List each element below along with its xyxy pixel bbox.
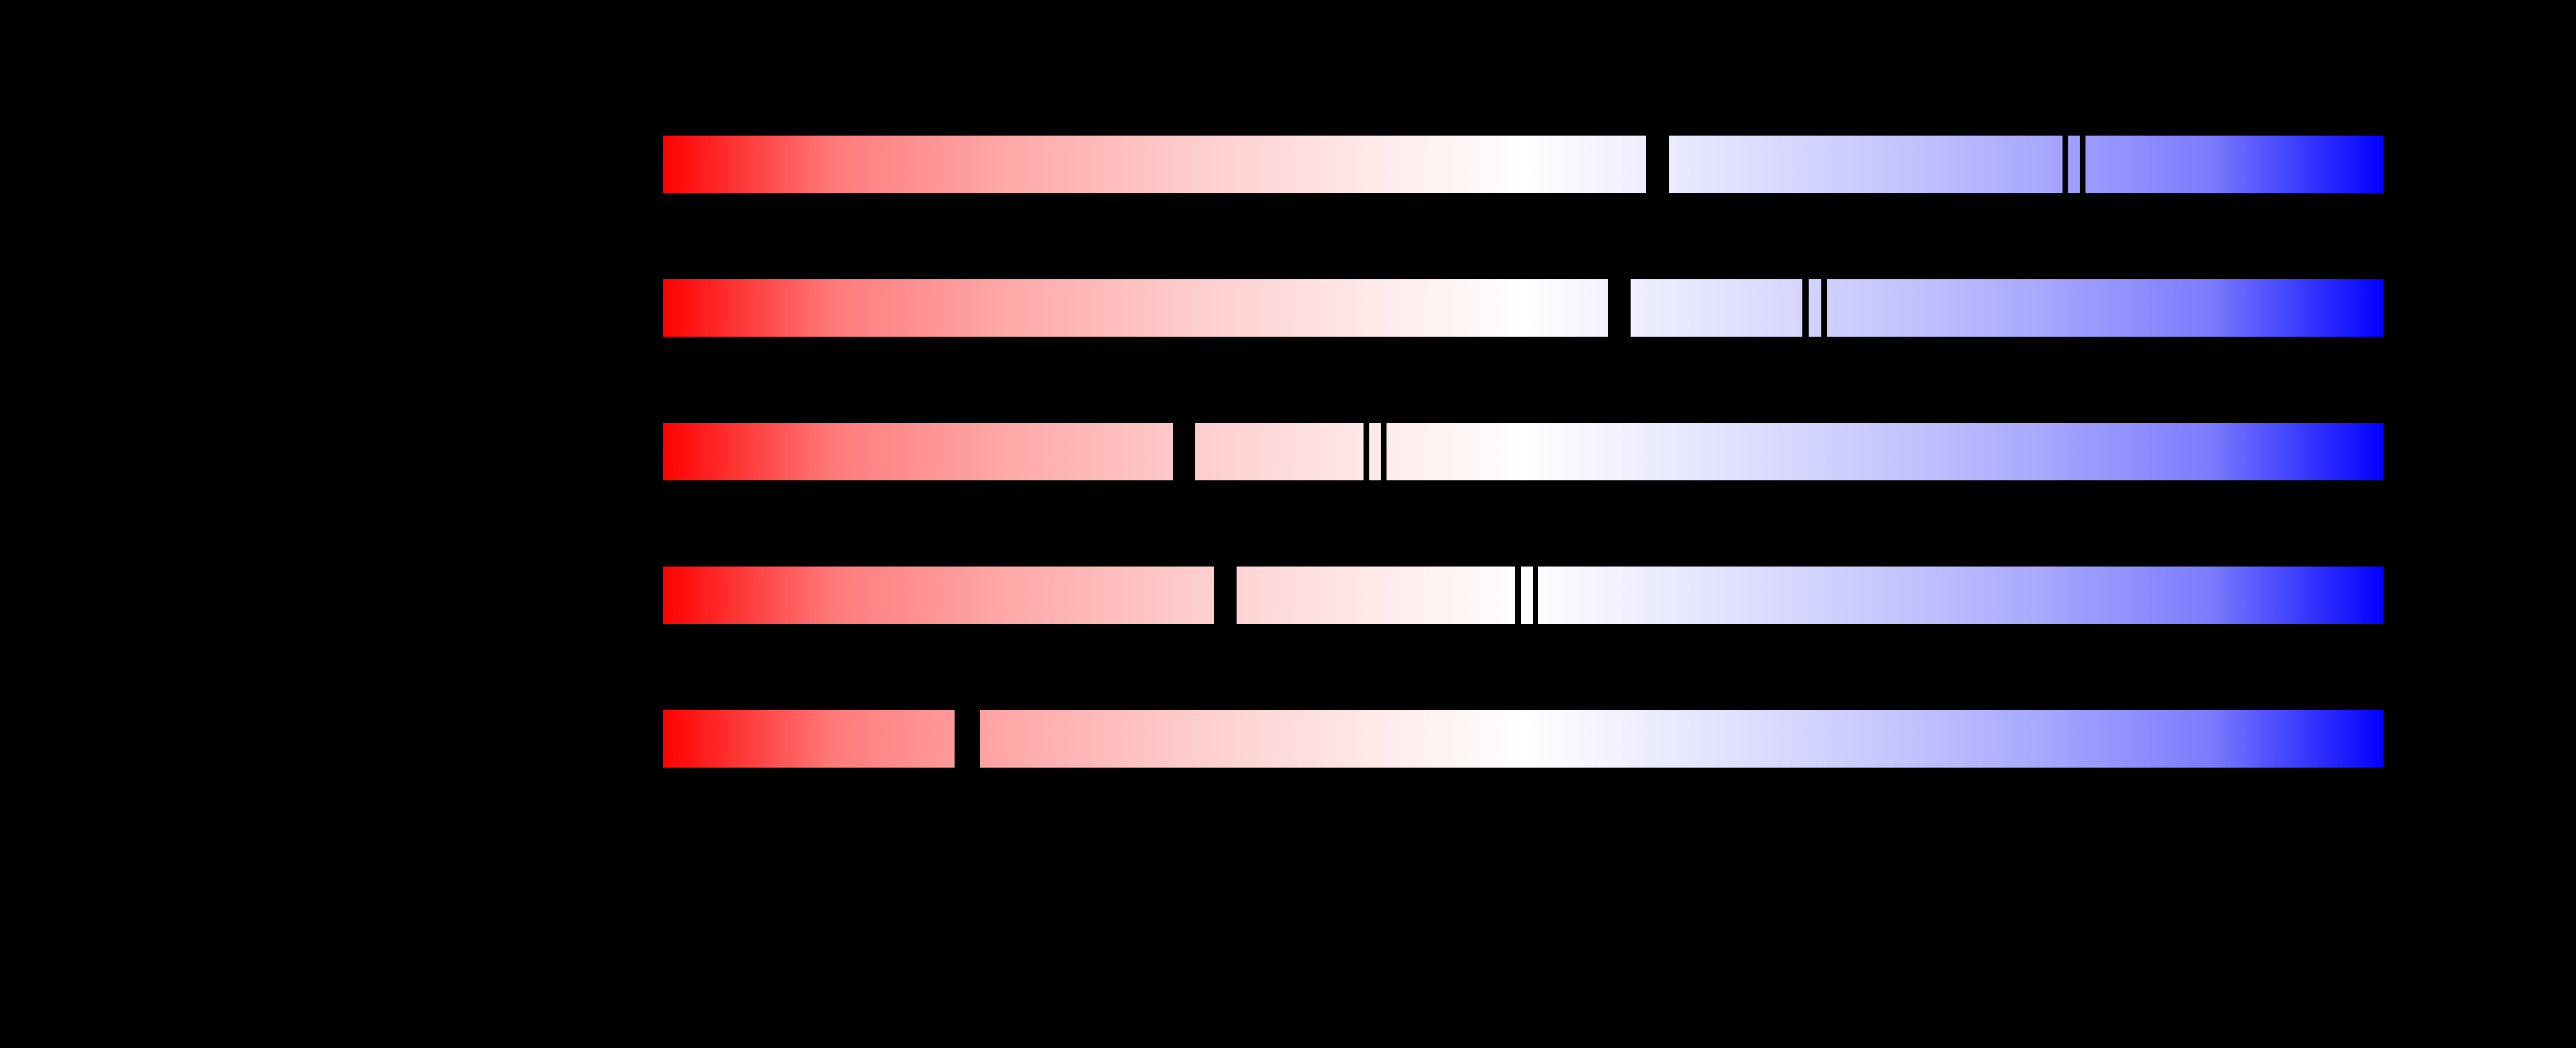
thick-marker	[1646, 136, 1669, 193]
thin-marker	[1364, 423, 1370, 480]
gradient-bar-row-5	[663, 710, 2384, 768]
thick-marker	[955, 710, 980, 768]
gradient-bar-row-2	[663, 279, 2384, 337]
thin-marker	[1821, 279, 1828, 337]
gradient-bar-row-1	[663, 136, 2384, 193]
gradient-bar-row-3	[663, 423, 2384, 480]
thin-marker	[1802, 279, 1809, 337]
thin-marker	[2079, 136, 2085, 193]
thin-marker	[1381, 423, 1387, 480]
thin-marker	[1515, 567, 1521, 624]
gradient-bar-row-4	[663, 567, 2384, 624]
thick-marker	[1214, 567, 1237, 624]
thick-marker	[1173, 423, 1196, 480]
thick-marker	[1608, 279, 1631, 337]
thin-marker	[2062, 136, 2068, 193]
thin-marker	[1532, 567, 1538, 624]
